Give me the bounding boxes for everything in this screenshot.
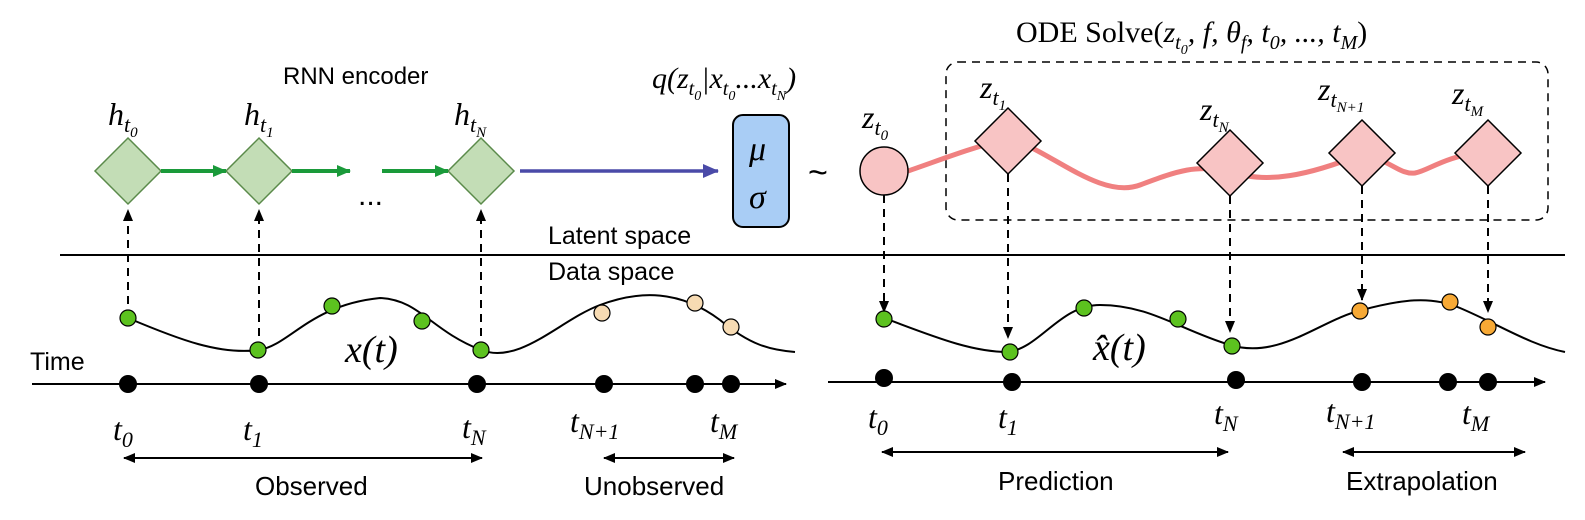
- rnn-encoder-label: RNN encoder: [283, 63, 428, 90]
- x-t-label: x(t): [344, 329, 398, 371]
- extrap-dot-3: [1479, 318, 1497, 336]
- z-t0-label: zt0: [861, 99, 889, 144]
- rnn-ellipsis: ...: [358, 179, 383, 212]
- svg-text:ht1: ht1: [244, 96, 274, 141]
- time-point-tN-left: [468, 375, 486, 393]
- time-point-extra-right: [1439, 373, 1457, 391]
- svg-text:tM: tM: [710, 403, 739, 444]
- h-tN-label: htN: [454, 96, 487, 141]
- extrap-dot-2: [1441, 293, 1459, 311]
- svg-text:t0: t0: [113, 411, 133, 452]
- pred-dot-t1: [1001, 343, 1019, 361]
- h-t1-label: ht1: [244, 96, 274, 141]
- svg-text:x(t): x(t): [344, 329, 398, 371]
- pred-dot-tN: [1223, 337, 1241, 355]
- h-t0-label: ht0: [108, 96, 138, 141]
- tick-label-t1-left: t1: [243, 411, 263, 452]
- h-t0-diamond: [93, 136, 163, 206]
- unobs-dot-1: [593, 304, 611, 322]
- ode-solve-box: [945, 61, 1549, 221]
- z-t1-label: zt1: [979, 69, 1006, 114]
- tick-label-tM-left: tM: [710, 403, 739, 444]
- sigma-symbol: σ: [749, 179, 767, 216]
- svg-text:ztM: ztM: [1451, 75, 1485, 120]
- z-tN-label: ztN: [1199, 91, 1230, 136]
- observed-label: Observed: [255, 471, 368, 501]
- posterior-label: q(zt0|xt0...xtN): [652, 62, 796, 104]
- tick-label-tN1-left: tN+1: [570, 403, 619, 444]
- svg-text:tN: tN: [462, 409, 487, 450]
- extrap-dot-1: [1351, 302, 1369, 320]
- z-tM-label: ztM: [1451, 75, 1485, 120]
- svg-text:t1: t1: [243, 411, 263, 452]
- tick-label-t1-right: t1: [998, 399, 1018, 440]
- extrapolation-label: Extrapolation: [1346, 466, 1498, 496]
- obs-dot-3: [413, 312, 431, 330]
- pred-dot-3: [1169, 310, 1187, 328]
- z-t1-diamond: [973, 106, 1043, 176]
- x-hat-t-label: x̂(t): [1092, 327, 1146, 369]
- sampling-tilde: ~: [808, 154, 828, 192]
- tick-label-t0-right: t0: [868, 399, 888, 440]
- mu-symbol: μ: [748, 131, 766, 168]
- time-point-extra-left: [686, 375, 704, 393]
- svg-text:tN+1: tN+1: [570, 403, 619, 444]
- time-point-t1-right: [1003, 373, 1021, 391]
- svg-text:ztN: ztN: [1199, 91, 1230, 136]
- z-tN1-diamond: [1327, 118, 1397, 188]
- svg-text:tM: tM: [1462, 395, 1491, 436]
- time-point-tN1-left: [595, 375, 613, 393]
- unobs-dot-3: [722, 318, 740, 336]
- h-tN-diamond: [446, 136, 516, 206]
- obs-dot-2: [323, 297, 341, 315]
- z-tN-diamond: [1195, 128, 1265, 198]
- data-space-label: Data space: [548, 258, 674, 286]
- unobserved-label: Unobserved: [584, 471, 724, 501]
- svg-text:t1: t1: [998, 399, 1018, 440]
- svg-text:x̂(t): x̂(t): [1092, 327, 1146, 369]
- mu-sigma-box: [732, 114, 790, 228]
- svg-text:htN: htN: [454, 96, 487, 141]
- time-point-t0-left: [119, 375, 137, 393]
- pred-dot-2: [1075, 299, 1093, 317]
- svg-text:zt1: zt1: [979, 69, 1006, 114]
- time-point-t1-left: [250, 375, 268, 393]
- obs-dot-t1: [249, 341, 267, 359]
- latent-space-label: Latent space: [548, 222, 691, 250]
- tick-label-tN1-right: tN+1: [1326, 393, 1375, 434]
- obs-dot-t0: [119, 309, 137, 327]
- pred-dot-t0: [875, 310, 893, 328]
- svg-text:zt0: zt0: [861, 99, 889, 144]
- time-point-tN-right: [1227, 371, 1245, 389]
- svg-text:t0: t0: [868, 399, 888, 440]
- prediction-label: Prediction: [998, 466, 1114, 496]
- tick-label-tM-right: tM: [1462, 395, 1491, 436]
- time-point-tM-right: [1479, 373, 1497, 391]
- tick-label-tN-left: tN: [462, 409, 487, 450]
- svg-text:tN: tN: [1214, 395, 1239, 436]
- svg-text:ztN+1: ztN+1: [1317, 71, 1364, 116]
- svg-text:q(zt0|xt0...xtN): q(zt0|xt0...xtN): [652, 62, 796, 104]
- time-label: Time: [30, 348, 85, 376]
- z-tM-diamond: [1453, 118, 1523, 188]
- svg-text:tN+1: tN+1: [1326, 393, 1375, 434]
- svg-text:ht0: ht0: [108, 96, 138, 141]
- obs-dot-tN: [472, 341, 490, 359]
- z-t0-circle: [859, 146, 909, 196]
- h-t1-diamond: [224, 136, 294, 206]
- time-point-tM-left: [722, 375, 740, 393]
- z-tN1-label: ztN+1: [1317, 71, 1364, 116]
- tick-label-t0-left: t0: [113, 411, 133, 452]
- ode-solve-label: ODE Solve(zt0, f, θf, t0, ..., tM): [1016, 16, 1367, 58]
- svg-text:ODE Solve(zt0, f, θf, t0, ...,: ODE Solve(zt0, f, θf, t0, ..., tM): [1016, 16, 1367, 58]
- tick-label-tN-right: tN: [1214, 395, 1239, 436]
- unobs-dot-2: [686, 294, 704, 312]
- time-point-t0-right: [875, 369, 893, 387]
- time-point-tN1-right: [1353, 373, 1371, 391]
